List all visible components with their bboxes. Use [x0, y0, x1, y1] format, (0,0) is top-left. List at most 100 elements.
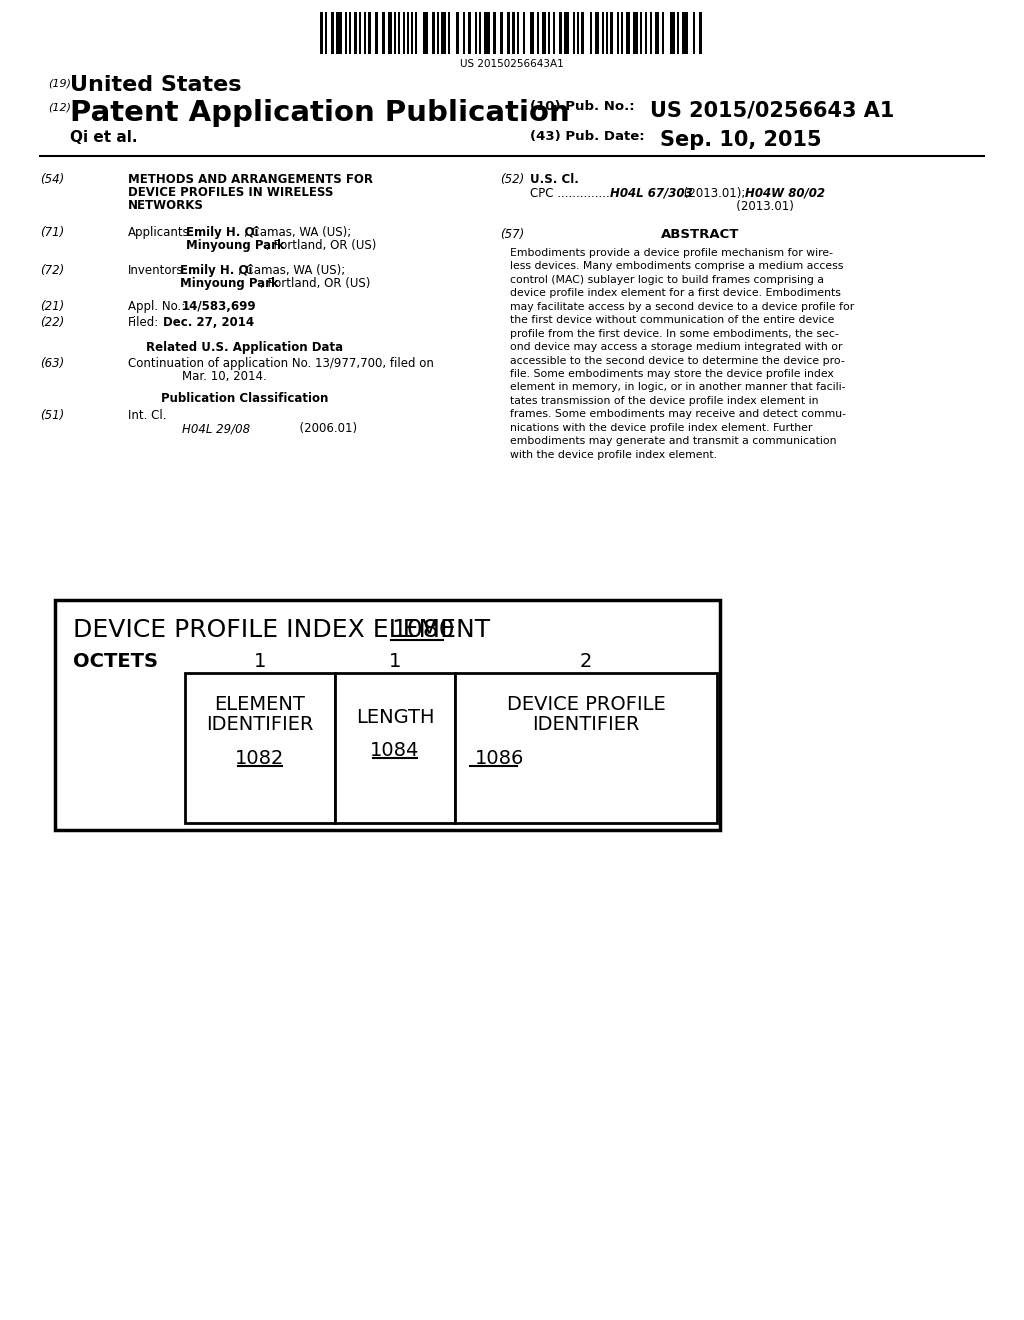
Bar	[644, 12, 646, 54]
Bar	[537, 12, 539, 54]
Text: Appl. No.:: Appl. No.:	[128, 300, 185, 313]
Bar	[677, 12, 679, 54]
Text: (54): (54)	[40, 173, 65, 186]
Bar	[655, 12, 658, 54]
Text: CPC ..............: CPC ..............	[530, 187, 609, 201]
Text: (22): (22)	[40, 315, 65, 329]
Text: (2013.01): (2013.01)	[530, 201, 794, 213]
Bar	[640, 12, 642, 54]
Text: Applicants:: Applicants:	[128, 226, 194, 239]
Text: (2013.01);: (2013.01);	[680, 187, 745, 201]
Text: United States: United States	[70, 75, 242, 95]
Text: H04L 67/303: H04L 67/303	[610, 187, 692, 201]
Bar	[393, 12, 395, 54]
Text: (10) Pub. No.:: (10) Pub. No.:	[530, 100, 635, 114]
Text: (12): (12)	[48, 102, 71, 112]
Bar	[431, 12, 435, 54]
Text: DEVICE PROFILE INDEX ELEMENT: DEVICE PROFILE INDEX ELEMENT	[73, 618, 490, 642]
Text: 1084: 1084	[371, 741, 420, 760]
Bar	[335, 673, 455, 822]
Text: , Camas, WA (US);: , Camas, WA (US);	[244, 226, 351, 239]
Bar	[633, 12, 638, 54]
Text: IDENTIFIER: IDENTIFIER	[206, 715, 313, 734]
Text: Mar. 10, 2014.: Mar. 10, 2014.	[182, 370, 266, 383]
Text: ELEMENT: ELEMENT	[215, 696, 305, 714]
Bar	[595, 12, 599, 54]
Bar	[449, 12, 451, 54]
Bar	[388, 12, 391, 54]
Bar	[185, 673, 335, 822]
Text: Related U.S. Application Data: Related U.S. Application Data	[146, 341, 344, 354]
Bar	[484, 12, 489, 54]
Text: , Portland, OR (US): , Portland, OR (US)	[266, 239, 377, 252]
Text: 1082: 1082	[236, 748, 285, 768]
Bar	[559, 12, 562, 54]
Bar	[326, 12, 328, 54]
Bar	[670, 12, 675, 54]
Text: Embodiments provide a device profile mechanism for wire-
less devices. Many embo: Embodiments provide a device profile mec…	[510, 248, 854, 459]
Bar	[610, 12, 613, 54]
Text: Qi et al.: Qi et al.	[70, 129, 137, 145]
Bar	[441, 12, 446, 54]
Bar	[358, 12, 360, 54]
Bar	[354, 12, 356, 54]
Text: OCTETS: OCTETS	[73, 652, 158, 671]
Text: LENGTH: LENGTH	[355, 708, 434, 727]
Text: Sep. 10, 2015: Sep. 10, 2015	[660, 129, 821, 150]
Bar	[577, 12, 579, 54]
Bar	[616, 12, 618, 54]
Text: (2006.01): (2006.01)	[262, 422, 357, 436]
Bar	[590, 12, 592, 54]
Text: 1: 1	[389, 652, 401, 671]
Bar	[375, 12, 378, 54]
Bar	[397, 12, 399, 54]
Text: (21): (21)	[40, 300, 65, 313]
Text: Minyoung Park: Minyoung Park	[180, 277, 279, 290]
Bar	[602, 12, 604, 54]
Text: Int. Cl.: Int. Cl.	[128, 409, 167, 422]
Bar	[650, 12, 652, 54]
Bar	[698, 12, 702, 54]
Text: (63): (63)	[40, 356, 65, 370]
Bar	[494, 12, 497, 54]
Bar	[507, 12, 510, 54]
Bar	[455, 673, 717, 822]
Bar	[693, 12, 695, 54]
Text: (43) Pub. Date:: (43) Pub. Date:	[530, 129, 645, 143]
Text: H04W 80/02: H04W 80/02	[745, 187, 825, 201]
Bar	[368, 12, 372, 54]
Text: Publication Classification: Publication Classification	[162, 392, 329, 405]
Text: IDENTIFIER: IDENTIFIER	[532, 715, 640, 734]
Text: U.S. Cl.: U.S. Cl.	[530, 173, 579, 186]
Text: 1086: 1086	[475, 748, 524, 768]
Text: , Camas, WA (US);: , Camas, WA (US);	[238, 264, 345, 277]
Bar	[564, 12, 569, 54]
Text: Dec. 27, 2014: Dec. 27, 2014	[163, 315, 254, 329]
Bar	[319, 12, 324, 54]
Bar	[331, 12, 334, 54]
Bar	[553, 12, 555, 54]
Bar	[416, 12, 418, 54]
Bar	[517, 12, 519, 54]
Text: (51): (51)	[40, 409, 65, 422]
Bar	[55, 601, 720, 830]
Bar	[408, 12, 410, 54]
Text: 14/583,699: 14/583,699	[182, 300, 257, 313]
Text: Inventors:: Inventors:	[128, 264, 187, 277]
Bar	[364, 12, 366, 54]
Bar	[475, 12, 477, 54]
Bar	[463, 12, 465, 54]
Bar	[621, 12, 623, 54]
Bar	[530, 12, 534, 54]
Bar	[543, 12, 546, 54]
Bar	[627, 12, 630, 54]
Text: Minyoung Park: Minyoung Park	[186, 239, 285, 252]
Bar	[523, 12, 525, 54]
Bar	[548, 12, 550, 54]
Text: ABSTRACT: ABSTRACT	[660, 228, 739, 242]
Text: US 20150256643A1: US 20150256643A1	[460, 59, 564, 69]
Bar	[456, 12, 460, 54]
Bar	[468, 12, 471, 54]
Bar	[479, 12, 481, 54]
Text: 2: 2	[580, 652, 592, 671]
